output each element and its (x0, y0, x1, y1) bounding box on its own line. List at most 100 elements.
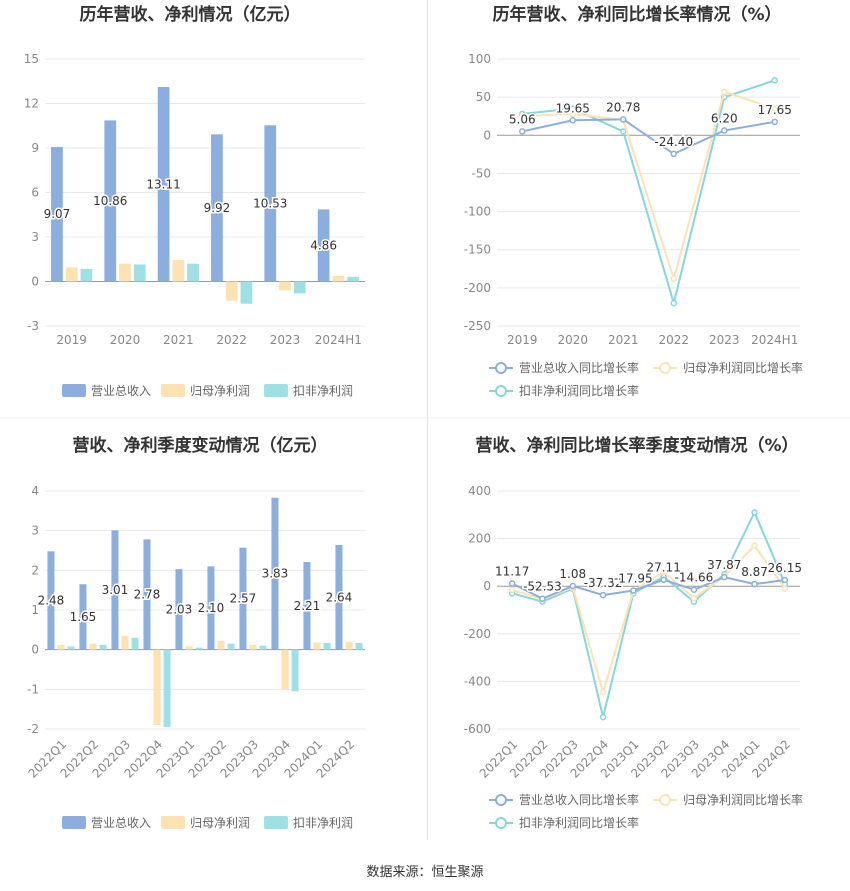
legend-label[interactable]: 扣非净利润同比增长率 (519, 815, 639, 830)
point-revenue-growth[interactable] (771, 118, 778, 126)
legend-marker-icon[interactable] (659, 794, 671, 806)
legend-label[interactable]: 扣非净利润 (293, 816, 353, 830)
legend-label[interactable]: 营业总收入同比增长率 (519, 792, 639, 807)
bar-revenue[interactable] (317, 209, 330, 282)
point-net-profit-growth[interactable] (569, 110, 576, 118)
bar-revenue[interactable] (79, 584, 87, 650)
legend-swatch[interactable] (264, 816, 288, 829)
bar-revenue[interactable] (143, 539, 151, 650)
point-revenue-growth[interactable] (599, 591, 607, 599)
point-net-profit-growth[interactable] (670, 275, 677, 282)
point-deducted-profit-growth[interactable] (599, 713, 607, 721)
legend-label[interactable]: 归母净利润 (190, 384, 250, 398)
point-revenue-growth[interactable] (670, 150, 677, 158)
bar-revenue[interactable] (111, 530, 119, 650)
point-revenue-growth[interactable] (721, 573, 728, 581)
bar-net-profit[interactable] (185, 646, 193, 650)
legend-label[interactable]: 扣非净利润同比增长率 (519, 383, 639, 398)
bar-deducted-profit[interactable] (187, 263, 199, 282)
series-line-revenue-growth[interactable] (511, 576, 785, 600)
bar-deducted-profit[interactable] (80, 268, 93, 282)
point-revenue-growth[interactable] (751, 580, 758, 588)
point-net-profit-growth[interactable] (690, 594, 698, 602)
bar-deducted-profit[interactable] (347, 276, 359, 282)
point-net-profit-growth[interactable] (519, 112, 526, 120)
bar-net-profit[interactable] (172, 259, 185, 282)
bar-deducted-profit[interactable] (291, 649, 299, 692)
legend-swatch[interactable] (264, 384, 288, 397)
bar-revenue[interactable] (47, 551, 55, 650)
bar-deducted-profit[interactable] (195, 647, 203, 650)
point-deducted-profit-growth[interactable] (620, 128, 627, 135)
bar-net-profit[interactable] (57, 644, 65, 650)
legend-label[interactable]: 归母净利润同比增长率 (683, 792, 803, 807)
bar-deducted-profit[interactable] (259, 645, 267, 650)
bar-net-profit[interactable] (65, 267, 78, 282)
bar-deducted-profit[interactable] (133, 264, 146, 282)
point-revenue-growth[interactable] (508, 580, 516, 587)
bar-deducted-profit[interactable] (240, 281, 253, 304)
bar-net-profit[interactable] (89, 643, 97, 650)
bar-net-profit[interactable] (332, 275, 345, 282)
legend-marker-icon[interactable] (495, 385, 507, 397)
bar-net-profit[interactable] (279, 281, 291, 291)
series-line-deducted-profit-growth[interactable] (511, 510, 786, 718)
legend-label[interactable]: 营业总收入 (91, 816, 151, 830)
point-revenue-growth[interactable] (690, 586, 698, 593)
bar-net-profit[interactable] (225, 281, 238, 301)
point-net-profit-growth[interactable] (751, 542, 758, 549)
legend-swatch[interactable] (62, 384, 86, 397)
bar-revenue[interactable] (211, 134, 223, 282)
point-deducted-profit-growth[interactable] (751, 509, 758, 516)
point-revenue-growth[interactable] (630, 587, 637, 594)
point-deducted-profit-growth[interactable] (771, 77, 778, 84)
bar-revenue[interactable] (207, 566, 215, 650)
bar-revenue[interactable] (335, 544, 343, 650)
legend-label[interactable]: 扣非净利润 (293, 384, 353, 398)
point-revenue-growth[interactable] (539, 595, 546, 602)
bar-net-profit[interactable] (281, 649, 289, 690)
legend-marker-icon[interactable] (495, 794, 507, 806)
bar-net-profit[interactable] (249, 644, 257, 650)
series-line-revenue-growth[interactable] (522, 118, 775, 156)
series-line-net-profit-growth[interactable] (522, 90, 776, 283)
bar-net-profit[interactable] (121, 635, 129, 650)
point-net-profit-growth[interactable] (599, 688, 607, 696)
bar-revenue[interactable] (303, 562, 311, 650)
bar-net-profit[interactable] (345, 641, 353, 650)
point-net-profit-growth[interactable] (508, 586, 516, 594)
bar-deducted-profit[interactable] (99, 644, 107, 650)
bar-revenue[interactable] (175, 569, 183, 650)
bar-net-profit[interactable] (153, 649, 161, 726)
point-revenue-growth[interactable] (660, 576, 667, 583)
legend-marker-icon[interactable] (495, 362, 507, 374)
bar-deducted-profit[interactable] (131, 637, 139, 650)
bar-revenue[interactable] (157, 87, 170, 282)
point-revenue-growth[interactable] (781, 576, 789, 584)
legend-swatch[interactable] (62, 816, 86, 829)
bar-deducted-profit[interactable] (355, 642, 363, 650)
bar-revenue[interactable] (271, 497, 279, 650)
point-revenue-growth[interactable] (620, 116, 627, 123)
bar-deducted-profit[interactable] (293, 281, 306, 294)
bar-deducted-profit[interactable] (67, 646, 75, 650)
point-revenue-growth[interactable] (721, 127, 728, 134)
point-revenue-growth[interactable] (569, 582, 576, 590)
legend-marker-icon[interactable] (495, 817, 507, 829)
bar-revenue[interactable] (104, 120, 117, 282)
point-deducted-profit-growth[interactable] (670, 299, 677, 307)
legend-swatch[interactable] (161, 384, 185, 397)
legend-label[interactable]: 归母净利润同比增长率 (683, 360, 803, 375)
point-net-profit-growth[interactable] (781, 585, 789, 592)
bar-revenue[interactable] (239, 547, 247, 650)
point-net-profit-growth[interactable] (721, 88, 728, 96)
point-revenue-growth[interactable] (519, 128, 526, 135)
bar-revenue[interactable] (264, 125, 277, 282)
bar-deducted-profit[interactable] (323, 642, 331, 650)
legend-label[interactable]: 营业总收入 (91, 384, 151, 398)
bar-net-profit[interactable] (119, 263, 131, 282)
point-net-profit-growth[interactable] (660, 568, 667, 576)
legend-marker-icon[interactable] (659, 362, 671, 374)
bar-deducted-profit[interactable] (227, 643, 235, 650)
bar-net-profit[interactable] (217, 640, 225, 650)
